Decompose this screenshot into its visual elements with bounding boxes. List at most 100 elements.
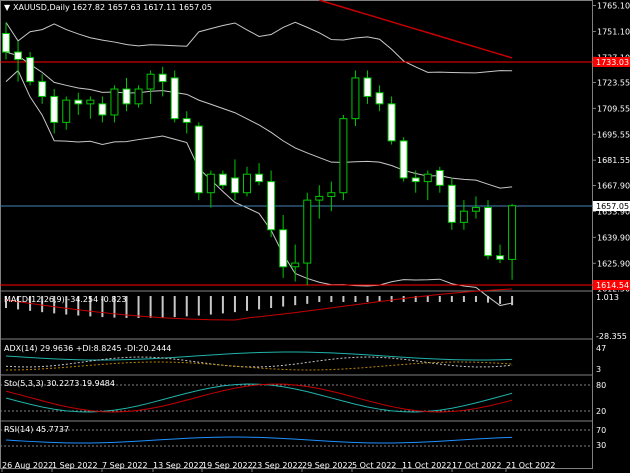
red-level-tag-bottom-text: 1614.54 (596, 281, 629, 290)
red-level-tag-bottom (593, 280, 630, 290)
candle-body (423, 173, 432, 183)
chart-frame (0, 0, 593, 469)
adx-plus-di-line (5, 356, 513, 368)
symbol-name: XAUUSD,Daily (13, 3, 70, 12)
candle-body (399, 140, 408, 179)
ma-red-line (319, 0, 513, 59)
date-tick-label: 29 Sep 2022 (302, 461, 353, 470)
date-tick-label: 5 Oct 2022 (352, 461, 396, 470)
candle-body (351, 77, 360, 120)
candle-body (158, 73, 167, 83)
candle-body (243, 173, 251, 194)
candle-body (375, 92, 384, 105)
macd-axis-bottom: -28.355 (596, 332, 627, 341)
candle-body (122, 88, 131, 105)
stochastic-lines (0, 383, 593, 413)
candle-body (315, 195, 324, 201)
candle-body (255, 173, 264, 183)
adx-axis-top: 47 (596, 344, 606, 353)
stoch-label: Sto(5,3,3) 30.2273 19.9484 (4, 379, 115, 388)
band-lower (5, 69, 513, 307)
candle-body (110, 88, 119, 116)
candle-body (279, 229, 288, 268)
price-tick-label: 1653.90 (597, 207, 630, 216)
red-level-tag-top-text: 1733.03 (596, 58, 629, 67)
candle-body (435, 169, 444, 186)
date-tick-label: 19 Sep 2022 (202, 461, 253, 470)
stoch-axis-top: 80 (596, 381, 606, 390)
price-tick-label: 1681.55 (597, 156, 630, 165)
macd-axis-top: 1.013 (596, 293, 619, 302)
adx-main-line (5, 351, 513, 361)
date-tick-label: 26 Aug 2022 (2, 461, 53, 470)
candle-body (291, 262, 300, 268)
current-price-tag (593, 201, 630, 211)
ohlc-values: 1627.82 1657.63 1617.11 1657.05 (72, 3, 212, 12)
rsi-axis-bottom: 30 (596, 441, 606, 450)
candle-body (14, 51, 23, 60)
candle-body (170, 77, 179, 120)
symbol-arrow-icon[interactable]: ▼ (4, 3, 11, 12)
candle-body (194, 125, 203, 194)
adx-axis-bottom: 3 (596, 365, 601, 374)
date-tick-label: 21 Oct 2022 (506, 461, 555, 470)
candle-body (50, 95, 59, 123)
candle-body (230, 177, 239, 194)
date-tick-label: 11 Oct 2022 (402, 461, 451, 470)
price-tick-label: 1751.10 (597, 27, 630, 36)
current-price-tag-text: 1657.05 (596, 202, 629, 211)
candle-body (447, 184, 456, 223)
price-tick-label: 1695.55 (597, 130, 630, 139)
date-tick-label: 23 Sep 2022 (252, 461, 303, 470)
candle-body (339, 118, 348, 194)
candle-body (363, 77, 372, 97)
adx-minus-di-line (5, 361, 513, 371)
macd-signal-line (5, 288, 513, 321)
candle-body (38, 81, 47, 97)
macd-histogram (5, 288, 514, 321)
price-tick-label: 1667.90 (597, 181, 630, 190)
candle-body (26, 57, 35, 83)
price-tick-label: 1709.55 (597, 104, 630, 113)
moving-average-red (319, 0, 513, 59)
candle-body (508, 205, 517, 260)
candle-body (134, 88, 143, 105)
date-tick-label: 17 Oct 2022 (452, 461, 501, 470)
price-tick-label: 1765.10 (597, 2, 630, 11)
price-tick-label: 1723.55 (597, 78, 630, 87)
candle-body (471, 207, 480, 212)
candle-body (327, 192, 336, 197)
rsi-line (0, 429, 593, 447)
candle-body (74, 99, 83, 105)
candle-body (303, 199, 312, 264)
candle-body (411, 177, 420, 183)
date-tick-label: 1 Sep 2022 (52, 461, 98, 470)
stoch-axis-bottom: 20 (596, 407, 606, 416)
stoch-d-line (5, 383, 513, 413)
candle-body (86, 99, 95, 105)
adx-lines (5, 351, 513, 371)
candle-body (2, 32, 10, 53)
candle-body (387, 103, 396, 142)
band-upper (5, 21, 513, 74)
rsi-main-line (5, 436, 513, 444)
candle-body (218, 173, 227, 186)
candle-body (459, 210, 468, 223)
date-tick-label: 13 Sep 2022 (153, 461, 204, 470)
rsi-axis-top: 70 (596, 426, 606, 435)
candle-body (484, 207, 492, 257)
rsi-label: RSI(14) 45.7737 (4, 425, 69, 434)
adx-label: ADX(14) 29.9636 +DI:8.8245 -DI:20.2444 (4, 344, 171, 353)
candle-body (182, 118, 191, 123)
candle-body (496, 255, 505, 260)
stoch-k-line (5, 383, 513, 413)
price-axis[interactable]: 1765.101751.101737.101723.551709.551695.… (593, 2, 630, 294)
candle-body (62, 99, 71, 123)
candlestick-series (2, 22, 517, 286)
macd-label: MACD(12,26,9) -34.254 -0.823 (4, 295, 127, 304)
candle-body (267, 181, 276, 231)
candle-body (206, 173, 215, 194)
